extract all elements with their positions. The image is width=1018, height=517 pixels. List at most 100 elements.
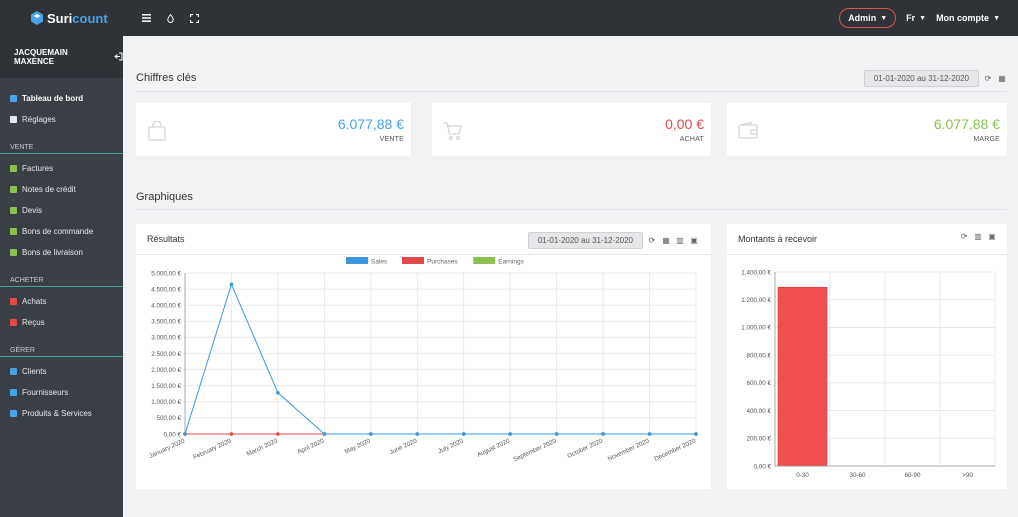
data-point-sales (508, 432, 512, 436)
refresh-icon[interactable]: ⟳ (984, 74, 992, 83)
data-point-sales (276, 390, 280, 395)
sidebar-item[interactable]: Achats (0, 291, 123, 312)
receivables-title: Montants à recevoir (738, 234, 818, 244)
data-point-sales (694, 432, 698, 436)
refresh-icon[interactable]: ⟳ (648, 236, 656, 245)
dashboard-icon (10, 95, 17, 102)
x-tick-label: 0-30 (796, 472, 809, 479)
chevron-down-icon: ▼ (993, 14, 1000, 22)
file-icon (10, 186, 17, 193)
sidebar-section-title: ACHETER (0, 271, 123, 287)
sidebar-item[interactable]: Tableau de bord (0, 88, 123, 109)
sidebar-item-label: Fournisseurs (22, 388, 69, 397)
user-name: JACQUEMAIN MAXENCE (14, 48, 68, 66)
y-tick-label: 3.500,00 € (151, 319, 181, 326)
results-date-range[interactable]: 01-01-2020 au 31-12-2020 (527, 232, 643, 249)
receipt-icon (10, 319, 17, 326)
key-figures-header: Chiffres clés 01-01-2020 au 31-12-2020 ⟳… (136, 68, 1007, 92)
admin-label: Admin (848, 13, 877, 23)
x-tick-label: October 2020 (566, 437, 604, 460)
admin-dropdown[interactable]: Admin ▼ (839, 8, 897, 28)
x-tick-label: August 2020 (476, 437, 511, 458)
data-point-sales (322, 432, 327, 436)
fullscreen-icon[interactable] (189, 13, 199, 23)
calendar-icon[interactable]: ▦ (662, 236, 670, 245)
sidebar-item[interactable]: Notes de crédit (0, 179, 123, 200)
language-dropdown[interactable]: Fr ▼ (906, 13, 926, 23)
data-point-sales (601, 432, 605, 436)
image-icon[interactable]: ▣ (690, 236, 698, 245)
file-icon (10, 165, 17, 172)
divider (727, 254, 1007, 255)
legend-label: Sales (371, 259, 388, 266)
y-tick-label: 500,00 € (156, 415, 181, 422)
sidebar-item[interactable]: Clients (0, 361, 123, 382)
x-tick-label: January 2020 (148, 437, 186, 460)
kpi-label: VENTE (379, 136, 404, 143)
series-line-sales (184, 282, 696, 435)
logo[interactable]: Suricount (0, 0, 123, 36)
legend-swatch (402, 257, 424, 264)
sidebar-item[interactable]: Bons de livraison (0, 242, 123, 263)
sidebar-item[interactable]: Réglages (0, 109, 123, 130)
account-dropdown[interactable]: Mon compte ▼ (936, 13, 1000, 23)
file-icon (10, 298, 17, 305)
y-tick-label: 4.000,00 € (151, 303, 181, 310)
sidebar-item-label: Produits & Services (22, 409, 92, 418)
x-tick-label: 30-60 (849, 472, 866, 479)
y-tick-label: 1.000,00 € (151, 399, 181, 406)
brand-name: Suricount (47, 10, 108, 26)
x-tick-label: April 2020 (297, 437, 326, 456)
main-content: Chiffres clés 01-01-2020 au 31-12-2020 ⟳… (123, 36, 1018, 517)
bar-chart-icon[interactable]: ▥ (676, 236, 684, 245)
sidebar-item-label: Réglages (22, 115, 56, 124)
y-tick-label: 800,00 € (746, 352, 771, 359)
bar-chart-icon[interactable]: ▥ (974, 232, 982, 241)
kpi-value: 6.077,88 € (933, 116, 1000, 132)
legend-swatch (473, 257, 496, 264)
data-point-sales (369, 432, 373, 436)
kpi-label: ACHAT (679, 136, 704, 143)
menu-icon[interactable] (141, 14, 151, 22)
bar (777, 286, 828, 467)
truck-icon (10, 389, 17, 396)
sidebar-item[interactable]: Bons de commande (0, 221, 123, 242)
file-icon (10, 228, 17, 235)
sidebar-item[interactable]: Reçus (0, 312, 123, 333)
y-tick-label: 5.000,00 € (151, 270, 181, 277)
y-tick-label: 400,00 € (746, 408, 771, 415)
drop-icon[interactable] (165, 13, 175, 23)
sidebar-item[interactable]: Factures (0, 158, 123, 179)
user-box: JACQUEMAIN MAXENCE (0, 36, 123, 78)
sidebar-section-title: GÉRER (0, 341, 123, 357)
x-tick-label: 60-90 (904, 472, 921, 479)
data-point-sales (415, 432, 420, 436)
sidebar-section-title: VENTE (0, 138, 123, 154)
kpi-value: 6.077,88 € (337, 116, 404, 132)
y-tick-label: 0,00 € (163, 431, 181, 438)
y-tick-label: 200,00 € (746, 436, 771, 443)
sidebar-item-label: Clients (22, 367, 47, 376)
kpi-card-margin: 6.077,88 € MARGE (727, 103, 1007, 156)
charts-title: Graphiques (136, 191, 193, 203)
sidebar-item[interactable]: Produits & Services (0, 403, 123, 424)
edit-icon (10, 207, 17, 214)
y-tick-label: 0,00 € (753, 463, 771, 470)
sidebar-item-label: Tableau de bord (22, 94, 84, 103)
results-panel: Résultats 01-01-2020 au 31-12-2020 ⟳ ▦ ▥… (136, 224, 711, 489)
divider (136, 254, 711, 255)
key-figures-date-range[interactable]: 01-01-2020 au 31-12-2020 (863, 70, 979, 87)
logout-icon[interactable] (114, 52, 123, 63)
data-point-purchases (229, 432, 234, 436)
image-icon[interactable]: ▣ (988, 232, 996, 241)
sidebar-item-label: Achats (22, 297, 47, 306)
y-tick-label: 4.500,00 € (151, 286, 181, 293)
refresh-icon[interactable]: ⟳ (960, 232, 968, 241)
kpi-label: MARGE (973, 136, 1000, 143)
x-tick-label: >90 (962, 472, 973, 479)
x-tick-label: March 2020 (246, 437, 280, 458)
sidebar-item[interactable]: Devis (0, 200, 123, 221)
y-tick-label: 3.000,00 € (151, 335, 181, 342)
sidebar-item[interactable]: Fournisseurs (0, 382, 123, 403)
calendar-icon[interactable]: ▦ (998, 74, 1006, 83)
